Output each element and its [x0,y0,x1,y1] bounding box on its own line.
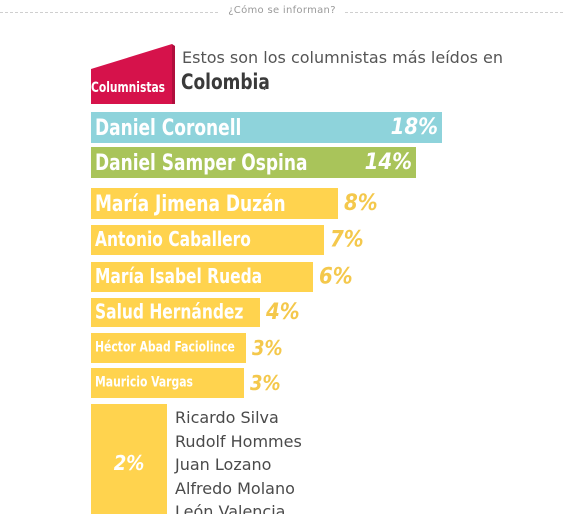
bar [91,147,416,178]
badge-shadow [172,44,175,104]
grouped-names-list: Ricardo Silva Rudolf Hommes Juan Lozano … [175,406,302,514]
badge-fold [91,44,172,104]
columnistas-badge: Columnistas [91,44,175,104]
badge-label: Columnistas [91,80,166,96]
bar-value-label: 18% [391,115,438,140]
bar [91,188,338,219]
grouped-bar: 2% [91,404,167,514]
bar [91,262,313,292]
bar-category-label: Héctor Abad Faciolince [95,340,235,356]
bar [91,368,244,398]
grouped-name: Juan Lozano [175,455,272,474]
bar-value-label: 7% [330,228,364,253]
bar [91,112,442,143]
header-caption: ¿Cómo se informan? [228,5,336,16]
grouped-value-label: 2% [113,451,145,475]
bar-category-label: Daniel Samper Ospina [95,150,307,176]
bar-value-label: 3% [252,336,283,360]
bar [91,225,324,255]
bar-category-label: Antonio Caballero [95,229,251,252]
badge-shape [91,44,175,104]
bar-value-label: 14% [365,150,412,175]
header-divider-left [0,12,218,13]
intro-country: Colombia [181,70,270,94]
bar-value-label: 3% [250,371,281,395]
intro-text: Estos son los columnistas más leídos en [182,48,504,67]
grouped-name: Ricardo Silva [175,408,279,427]
bar [91,298,260,327]
bar-category-label: Salud Hernández [95,301,243,324]
bar-category-label: María Isabel Rueda [95,266,262,289]
bar-category-label: María Jimena Duzán [95,191,286,217]
grouped-name: Rudolf Hommes [175,431,302,451]
bar-value-label: 4% [265,300,300,325]
bar [91,333,246,363]
bar-category-label: Mauricio Vargas [95,375,193,391]
intro-colon: : [262,76,268,94]
bar-value-label: 8% [344,191,378,216]
header-divider-right [345,12,563,13]
bar-value-label: 6% [319,265,353,290]
grouped-name: Alfredo Molano [175,478,295,498]
bar-category-label: Daniel Coronell [95,115,241,141]
grouped-name: León Valencia [175,502,286,514]
